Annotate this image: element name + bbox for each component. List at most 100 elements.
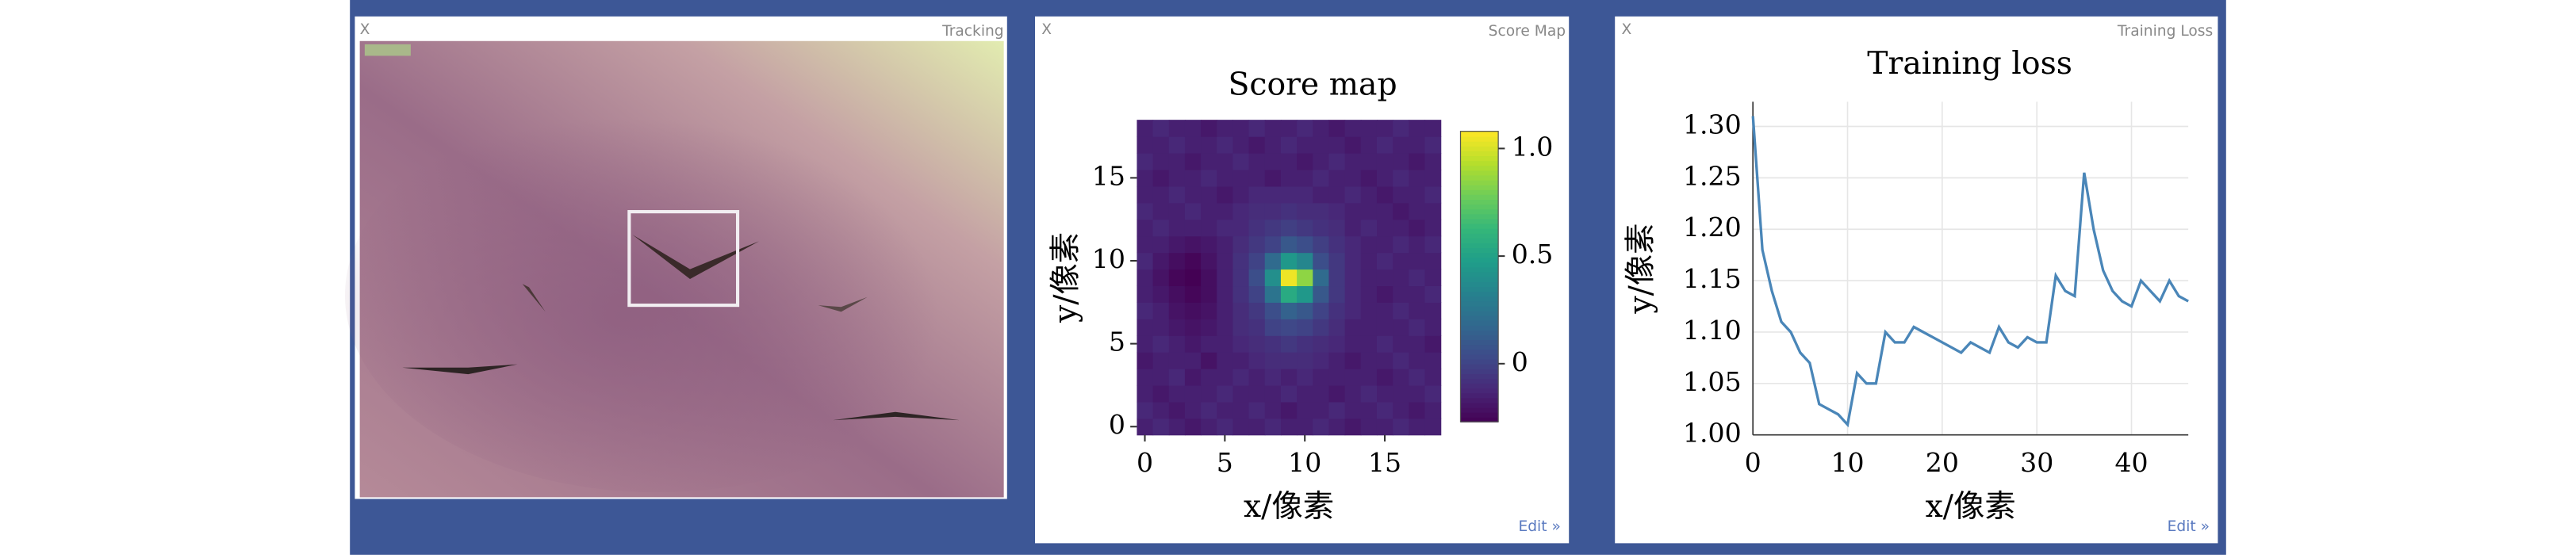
colorbar-step xyxy=(1460,368,1499,374)
chart-title: Score map xyxy=(1228,67,1397,103)
heatmap-cell xyxy=(1409,136,1426,154)
heatmap-cell xyxy=(1201,153,1217,170)
heatmap-cell xyxy=(1313,202,1330,220)
heatmap-cell xyxy=(1313,120,1330,137)
heatmap-cell xyxy=(1409,335,1426,353)
heatmap-cell xyxy=(1248,169,1266,187)
heatmap-cell xyxy=(1264,252,1282,270)
heatmap-cell xyxy=(1360,235,1378,254)
colorbar-step xyxy=(1460,392,1499,399)
heatmap-cell xyxy=(1360,202,1378,220)
heatmap-cell xyxy=(1409,285,1426,303)
colorbar-step xyxy=(1460,179,1499,185)
heatmap-cell xyxy=(1152,202,1170,220)
close-button[interactable]: X xyxy=(1622,21,1632,38)
colorbar-step xyxy=(1460,411,1499,418)
edit-link[interactable]: Edit » xyxy=(2168,518,2210,535)
heatmap-cell xyxy=(1360,269,1378,287)
heatmap-cell xyxy=(1232,302,1250,319)
heatmap-cell xyxy=(1328,384,1346,403)
heatmap-cell xyxy=(1248,153,1266,170)
colorbar-step xyxy=(1460,232,1499,239)
heatmap-cell xyxy=(1424,401,1442,419)
heatmap-cell xyxy=(1424,302,1442,319)
heatmap-cell xyxy=(1217,401,1234,419)
y-axis-label: y/像素 xyxy=(1047,232,1083,323)
heatmap-cell xyxy=(1280,335,1298,353)
heatmap-cell xyxy=(1360,169,1378,187)
heatmap-cell xyxy=(1217,418,1234,436)
heatmap-cell xyxy=(1264,153,1282,170)
heatmap-cell xyxy=(1201,319,1217,336)
heatmap-cell xyxy=(1137,285,1154,303)
heatmap-cell xyxy=(1360,418,1378,436)
edit-link[interactable]: Edit » xyxy=(1518,518,1560,535)
heatmap-cell xyxy=(1264,136,1282,154)
heatmap-cell xyxy=(1217,136,1234,154)
heatmap-cell xyxy=(1424,319,1442,336)
colorbar-step xyxy=(1460,131,1499,137)
colorbar-step xyxy=(1460,315,1499,321)
heatmap-cell xyxy=(1328,335,1346,353)
y-tick-label: 1.10 xyxy=(1683,315,1742,346)
heatmap-cell xyxy=(1393,384,1409,403)
heatmap-cell xyxy=(1376,285,1393,303)
heatmap-cell xyxy=(1409,235,1426,254)
heatmap-cell xyxy=(1313,269,1330,287)
close-button[interactable]: X xyxy=(360,21,370,38)
heatmap-cell xyxy=(1152,335,1170,353)
heatmap-cell xyxy=(1217,384,1234,403)
heatmap-cell xyxy=(1184,418,1202,436)
heatmap-cell xyxy=(1344,319,1362,336)
colorbar-step xyxy=(1460,349,1499,355)
colorbar-step xyxy=(1460,397,1499,403)
heatmap-cell xyxy=(1360,153,1378,170)
close-button[interactable]: X xyxy=(1041,21,1052,38)
heatmap-cell xyxy=(1137,352,1154,369)
heatmap-cell xyxy=(1393,252,1409,270)
heatmap-cell xyxy=(1360,401,1378,419)
colorbar-step xyxy=(1460,170,1499,176)
heatmap-cell xyxy=(1184,369,1202,386)
x-tick-label: 5 xyxy=(1217,447,1233,478)
heatmap-cell xyxy=(1264,335,1282,353)
colorbar-step xyxy=(1460,160,1499,166)
heatmap-cell xyxy=(1297,352,1313,369)
heatmap-cell xyxy=(1313,401,1330,419)
heatmap-cell xyxy=(1168,401,1186,419)
heatmap-cell xyxy=(1424,136,1442,154)
heatmap-cell xyxy=(1152,418,1170,436)
y-tick-label: 1.30 xyxy=(1683,109,1742,140)
heatmap-cell xyxy=(1137,219,1154,237)
heatmap-cell xyxy=(1248,352,1266,369)
heatmap-cell xyxy=(1264,202,1282,220)
heatmap-cell xyxy=(1232,269,1250,287)
heatmap-cell xyxy=(1152,401,1170,419)
heatmap-cell xyxy=(1376,235,1393,254)
heatmap-cell xyxy=(1313,369,1330,386)
heatmap-cell xyxy=(1201,352,1217,369)
heatmap-cell xyxy=(1232,352,1250,369)
colorbar-step xyxy=(1460,402,1499,408)
heatmap-cell xyxy=(1264,302,1282,319)
heatmap-cell xyxy=(1168,252,1186,270)
heatmap-cell xyxy=(1184,120,1202,137)
heatmap-cell xyxy=(1232,235,1250,254)
heatmap-cell xyxy=(1344,202,1362,220)
heatmap-cell xyxy=(1137,153,1154,170)
colorbar-step xyxy=(1460,155,1499,162)
heatmap-cell xyxy=(1232,136,1250,154)
colorbar-tick-label: 0 xyxy=(1512,346,1528,377)
heatmap-cell xyxy=(1201,185,1217,204)
heatmap-cell xyxy=(1201,120,1217,137)
heatmap-cell xyxy=(1409,401,1426,419)
heatmap-cell xyxy=(1297,252,1313,270)
heatmap-cell xyxy=(1360,252,1378,270)
heatmap-cell xyxy=(1232,335,1250,353)
heatmap-cell xyxy=(1248,401,1266,419)
colorbar-step xyxy=(1460,151,1499,157)
colorbar-step xyxy=(1460,305,1499,311)
colorbar-step xyxy=(1460,300,1499,307)
heatmap-cell xyxy=(1217,335,1234,353)
heatmap-cell xyxy=(1280,202,1298,220)
